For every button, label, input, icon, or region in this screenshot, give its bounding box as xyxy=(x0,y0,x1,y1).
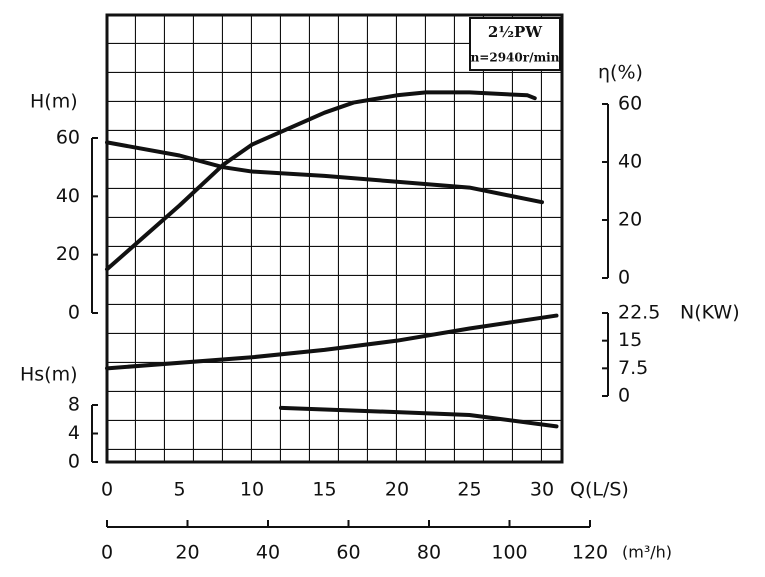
curve xyxy=(105,140,544,205)
y3-tick-label: 0 xyxy=(618,385,630,407)
x-axis-label: Q(L/S) xyxy=(570,479,629,501)
y-tick-label: 0 xyxy=(68,302,80,324)
y2-tick-label: 40 xyxy=(618,151,642,173)
x2-tick-label: 120 xyxy=(572,542,608,564)
speed-label: n=2940r/min xyxy=(471,51,560,65)
y-tick-label: 60 xyxy=(56,127,80,149)
y-axis-label: H(m) xyxy=(30,91,78,113)
y4-axis-label: Hs(m) xyxy=(20,364,78,386)
y3-tick-label: 7.5 xyxy=(618,357,648,379)
curve xyxy=(105,90,537,272)
x-tick-label: 5 xyxy=(173,479,185,501)
y2-tick-label: 0 xyxy=(618,267,630,289)
curve xyxy=(105,313,559,371)
y-tick-label: 20 xyxy=(56,243,80,265)
x-tick-label: 10 xyxy=(240,479,264,501)
info-box xyxy=(469,17,561,71)
y-tick-label: 40 xyxy=(56,185,80,207)
x2-tick-label: 100 xyxy=(491,542,527,564)
x-tick-label: 0 xyxy=(101,479,113,501)
y2-tick-label: 60 xyxy=(618,93,642,115)
x-tick-label: 15 xyxy=(312,479,336,501)
y2-axis-label: η(%) xyxy=(598,62,643,84)
y4-tick-label: 4 xyxy=(68,422,80,444)
model-label: 2½PW xyxy=(488,23,543,41)
x2-tick-label: 20 xyxy=(175,542,199,564)
y4-tick-label: 0 xyxy=(68,451,80,473)
x2-tick-label: 60 xyxy=(336,542,360,564)
y3-axis-label: N(KW) xyxy=(680,302,740,324)
x-tick-label: 20 xyxy=(385,479,409,501)
y3-tick-label: 15 xyxy=(618,329,642,351)
y2-tick-label: 20 xyxy=(618,209,642,231)
x-tick-label: 25 xyxy=(457,479,481,501)
x2-tick-label: 80 xyxy=(417,542,441,564)
curve xyxy=(279,405,559,429)
x2-tick-label: 0 xyxy=(101,542,113,564)
x2-axis-label: (m³/h) xyxy=(622,543,672,562)
y4-tick-label: 8 xyxy=(68,394,80,416)
y3-tick-label: 22.5 xyxy=(618,302,660,324)
plot-grid xyxy=(105,13,564,464)
x2-tick-label: 40 xyxy=(256,542,280,564)
x-tick-label: 30 xyxy=(530,479,554,501)
